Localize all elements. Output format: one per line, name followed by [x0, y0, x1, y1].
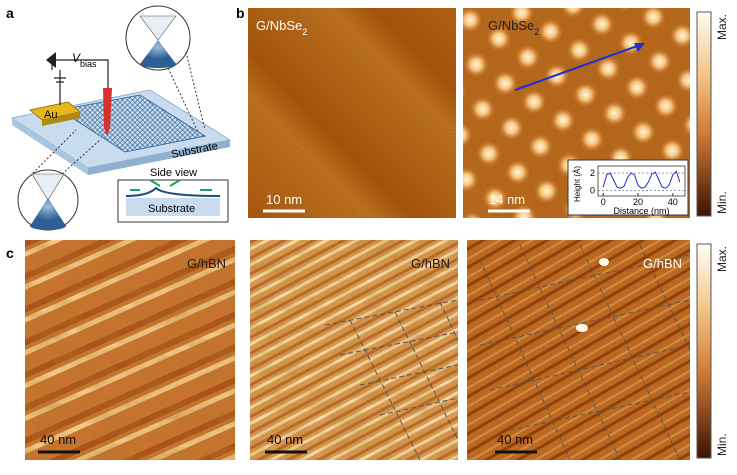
colorbar-max: Max. — [715, 14, 729, 40]
image-label: G/hBN — [643, 256, 682, 271]
x-axis-label: Distance (nm) — [613, 206, 669, 216]
x-tick-label: 20 — [633, 197, 643, 207]
scale-label: 40 nm — [267, 432, 303, 447]
v-bias: Vbias — [72, 51, 97, 69]
y-tick-label: 0 — [590, 186, 595, 196]
scale-label: 10 nm — [266, 192, 302, 207]
y-axis-label: Height (Å) — [573, 166, 582, 202]
v-bias-sub: bias — [80, 59, 97, 69]
image-label: G/NbSe2 — [256, 18, 307, 37]
panel-letter: b — [236, 5, 245, 21]
stm-image — [467, 240, 691, 461]
plot-area — [597, 165, 686, 197]
image-label: G/hBN — [187, 256, 226, 271]
inset-frame — [567, 159, 689, 216]
stm-image — [250, 240, 459, 461]
stm-image — [248, 8, 456, 218]
label-main: G/NbSe — [488, 18, 534, 33]
colorbar-min: Min. — [715, 191, 729, 214]
scale-label: 14 nm — [489, 192, 525, 207]
schematic — [10, 5, 232, 231]
label-main: G/NbSe — [256, 18, 302, 33]
panel-letter: a — [6, 5, 14, 21]
colorbar — [696, 243, 712, 459]
label-sub: 2 — [534, 27, 539, 37]
x-tick-label: 0 — [601, 197, 606, 207]
colorbar-min: Min. — [715, 433, 729, 456]
label-sub: 2 — [302, 27, 307, 37]
side-view-label: Side view — [150, 167, 197, 179]
side-substrate-label: Substrate — [148, 203, 195, 215]
stm-image — [25, 240, 235, 460]
y-tick-label: 2 — [590, 168, 595, 178]
panel-letter: c — [6, 245, 14, 261]
au-label: Au — [44, 109, 57, 121]
profile-line — [602, 170, 681, 189]
image-label: G/NbSe2 — [488, 18, 539, 37]
colorbar-max: Max. — [715, 246, 729, 272]
x-tick-label: 40 — [668, 197, 678, 207]
scale-label: 40 nm — [497, 432, 533, 447]
colorbar — [696, 11, 712, 217]
image-label: G/hBN — [411, 256, 450, 271]
v-bias-main: V — [72, 51, 81, 65]
scale-label: 40 nm — [40, 432, 76, 447]
